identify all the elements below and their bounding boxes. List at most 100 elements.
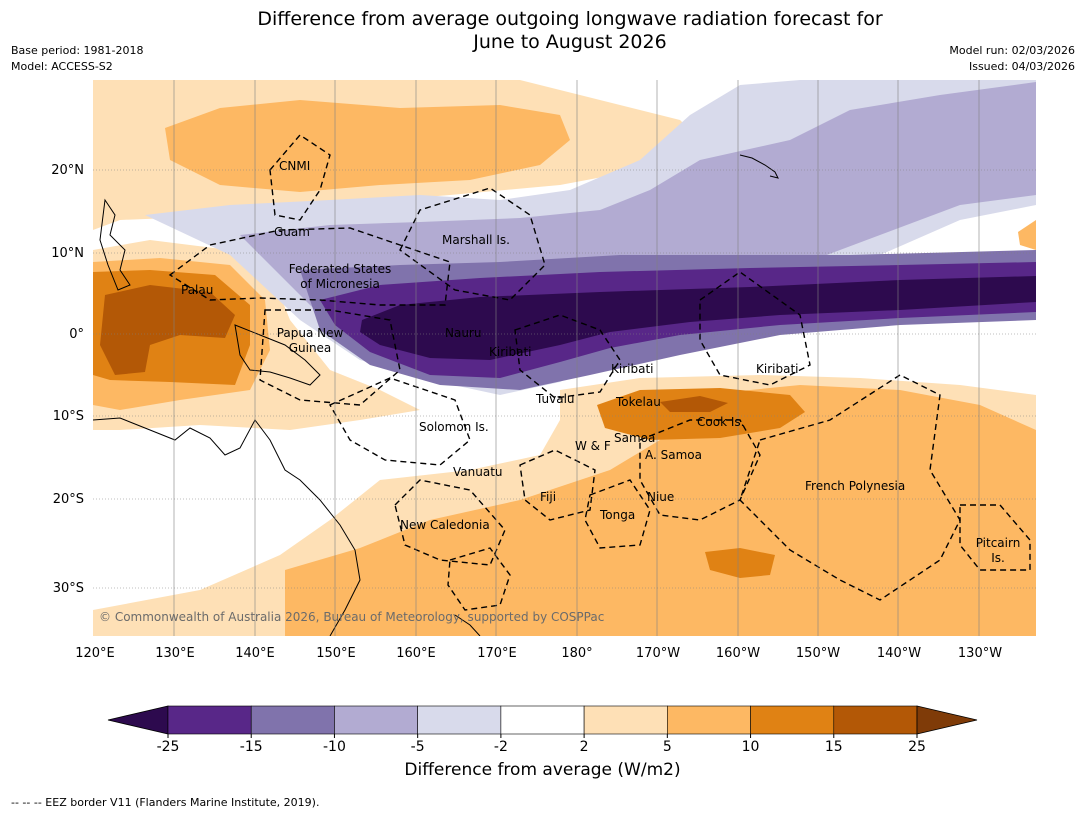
colorbar-tick-label: -25 (157, 739, 180, 755)
lon-label: 150°E (316, 646, 356, 661)
lon-label: 140°E (235, 646, 275, 661)
label-tonga: Tonga (599, 508, 635, 522)
label-kiribati-east: Kiribati (756, 362, 798, 376)
label-guam: Guam (274, 225, 310, 239)
title-line-1: Difference from average outgoing longwav… (257, 8, 883, 30)
label-cook: Cook Is. (697, 415, 744, 429)
label-tuvalu: Tuvalu (535, 392, 575, 406)
title-line-2: June to August 2026 (473, 31, 667, 53)
lat-label: 10°N (51, 246, 84, 261)
colorbar-extend-max (916, 705, 978, 735)
place-labels: CNMI Guam Marshall Is. Federated States … (181, 159, 1020, 565)
copyright-notice: © Commonwealth of Australia 2026, Bureau… (99, 610, 604, 624)
label-fsm-2: of Micronesia (300, 277, 380, 291)
lon-label: 130°E (155, 646, 195, 661)
eez-kiribati (514, 314, 621, 399)
label-fsm-1: Federated States (289, 262, 391, 276)
new-guinea-coastline (234, 324, 321, 386)
model-run: Model run: 02/03/2026 (949, 44, 1075, 57)
colorbar-tick-label: 5 (663, 739, 672, 755)
lon-label: 170°E (477, 646, 517, 661)
label-vanuatu: Vanuatu (453, 465, 503, 479)
eez-fsm (168, 227, 451, 306)
label-nauru: Nauru (445, 326, 481, 340)
label-kiribati-central: Kiribati (611, 362, 653, 376)
eez-french-polynesia (739, 374, 961, 601)
colorbar-label: Difference from average (W/m2) (404, 760, 681, 780)
colorbar-bin (833, 705, 918, 735)
map-area: CNMI Guam Marshall Is. Federated States … (93, 80, 1036, 636)
lon-label: 140°W (877, 646, 921, 661)
label-samoa: Samoa (614, 431, 655, 445)
lon-label: 170°W (636, 646, 680, 661)
label-cnmi: CNMI (279, 159, 310, 173)
eez-kiribati-east (699, 271, 811, 386)
longitude-labels: 120°E 130°E 140°E 150°E 160°E 170°E 180°… (75, 646, 1002, 661)
colorbar-bin (334, 705, 418, 735)
colorbar: -25 -15 -10 -5 -2 2 5 10 15 25 (107, 705, 978, 755)
anomaly-orange-south (285, 385, 1036, 636)
anomaly-light-orange-east (1018, 220, 1036, 250)
meta-left: Base period: 1981-2018 Model: ACCESS-S2 (11, 43, 143, 75)
label-french-polynesia: French Polynesia (805, 479, 905, 493)
issued-date: Issued: 04/03/2026 (968, 60, 1075, 73)
eez-solomon (329, 377, 471, 466)
lat-label: 20°N (51, 163, 84, 178)
base-period: Base period: 1981-2018 (11, 44, 144, 57)
eez-new-caledonia (394, 479, 506, 566)
lon-label: 150°W (796, 646, 840, 661)
colorbar-bin (750, 705, 835, 735)
label-solomon: Solomon Is. (419, 420, 489, 434)
eez-marshall (399, 187, 546, 301)
australia-coastline (93, 417, 361, 636)
colorbar-tick-label: -15 (240, 739, 263, 755)
lon-label: 180° (561, 646, 592, 661)
latitude-labels: 20°N 10°N 0° 10°S 20°S 30°S (51, 163, 84, 596)
colorbar-bin (500, 705, 585, 735)
colorbar-tick-label: 10 (742, 739, 760, 755)
lon-label: 130°W (958, 646, 1002, 661)
lon-label: 160°E (396, 646, 436, 661)
label-pitcairn-2: Is. (991, 551, 1005, 565)
anomaly-brown-west (100, 285, 235, 375)
model-name: Model: ACCESS-S2 (11, 60, 113, 73)
eez-cnmi (269, 134, 331, 221)
eez-kermadec (447, 547, 511, 611)
label-niue: Niue (647, 490, 674, 504)
label-palau: Palau (181, 283, 213, 297)
eez-fiji (519, 449, 596, 521)
colorbar-bin (417, 705, 502, 735)
label-tokelau: Tokelau (615, 395, 661, 409)
label-american-samoa: A. Samoa (645, 448, 702, 462)
label-wallis-futuna: W & F (575, 439, 611, 453)
lat-label: 20°S (53, 492, 84, 507)
eez-pitcairn (959, 504, 1031, 571)
philippines-coastline (99, 198, 131, 291)
eez-legend-note: -- -- -- EEZ border V11 (Flanders Marine… (11, 796, 320, 809)
colorbar-tick-label: 15 (825, 739, 843, 755)
eez-borders (168, 134, 1031, 611)
lat-label: 30°S (53, 581, 84, 596)
chart-title: Difference from average outgoing longwav… (0, 8, 1085, 54)
anomaly-orange-north (165, 100, 570, 192)
anomaly-brown-cook (660, 396, 728, 412)
eez-png (259, 309, 401, 406)
colorbar-bin (167, 705, 252, 735)
anomaly-darkest-purple (360, 276, 1036, 360)
label-kiribati-west: Kiribati (489, 345, 531, 359)
colorbar-tick-label: -10 (323, 739, 346, 755)
colorbar-bin (583, 705, 668, 735)
anomaly-dark-orange-south (705, 548, 775, 578)
colorbar-tick-label: -5 (411, 739, 425, 755)
hawaii-outline (739, 154, 779, 179)
label-new-caledonia: New Caledonia (400, 518, 490, 532)
colorbar-tick-label: -2 (494, 739, 508, 755)
eez-tonga (584, 479, 651, 549)
lat-label: 10°S (53, 409, 84, 424)
anomaly-dark-orange-cook (597, 388, 805, 440)
colorbar-tick-label: 25 (908, 739, 926, 755)
colorbar-tick-label: 2 (580, 739, 589, 755)
label-png-1: Papua New (277, 326, 344, 340)
label-pitcairn-1: Pitcairn (976, 536, 1021, 550)
